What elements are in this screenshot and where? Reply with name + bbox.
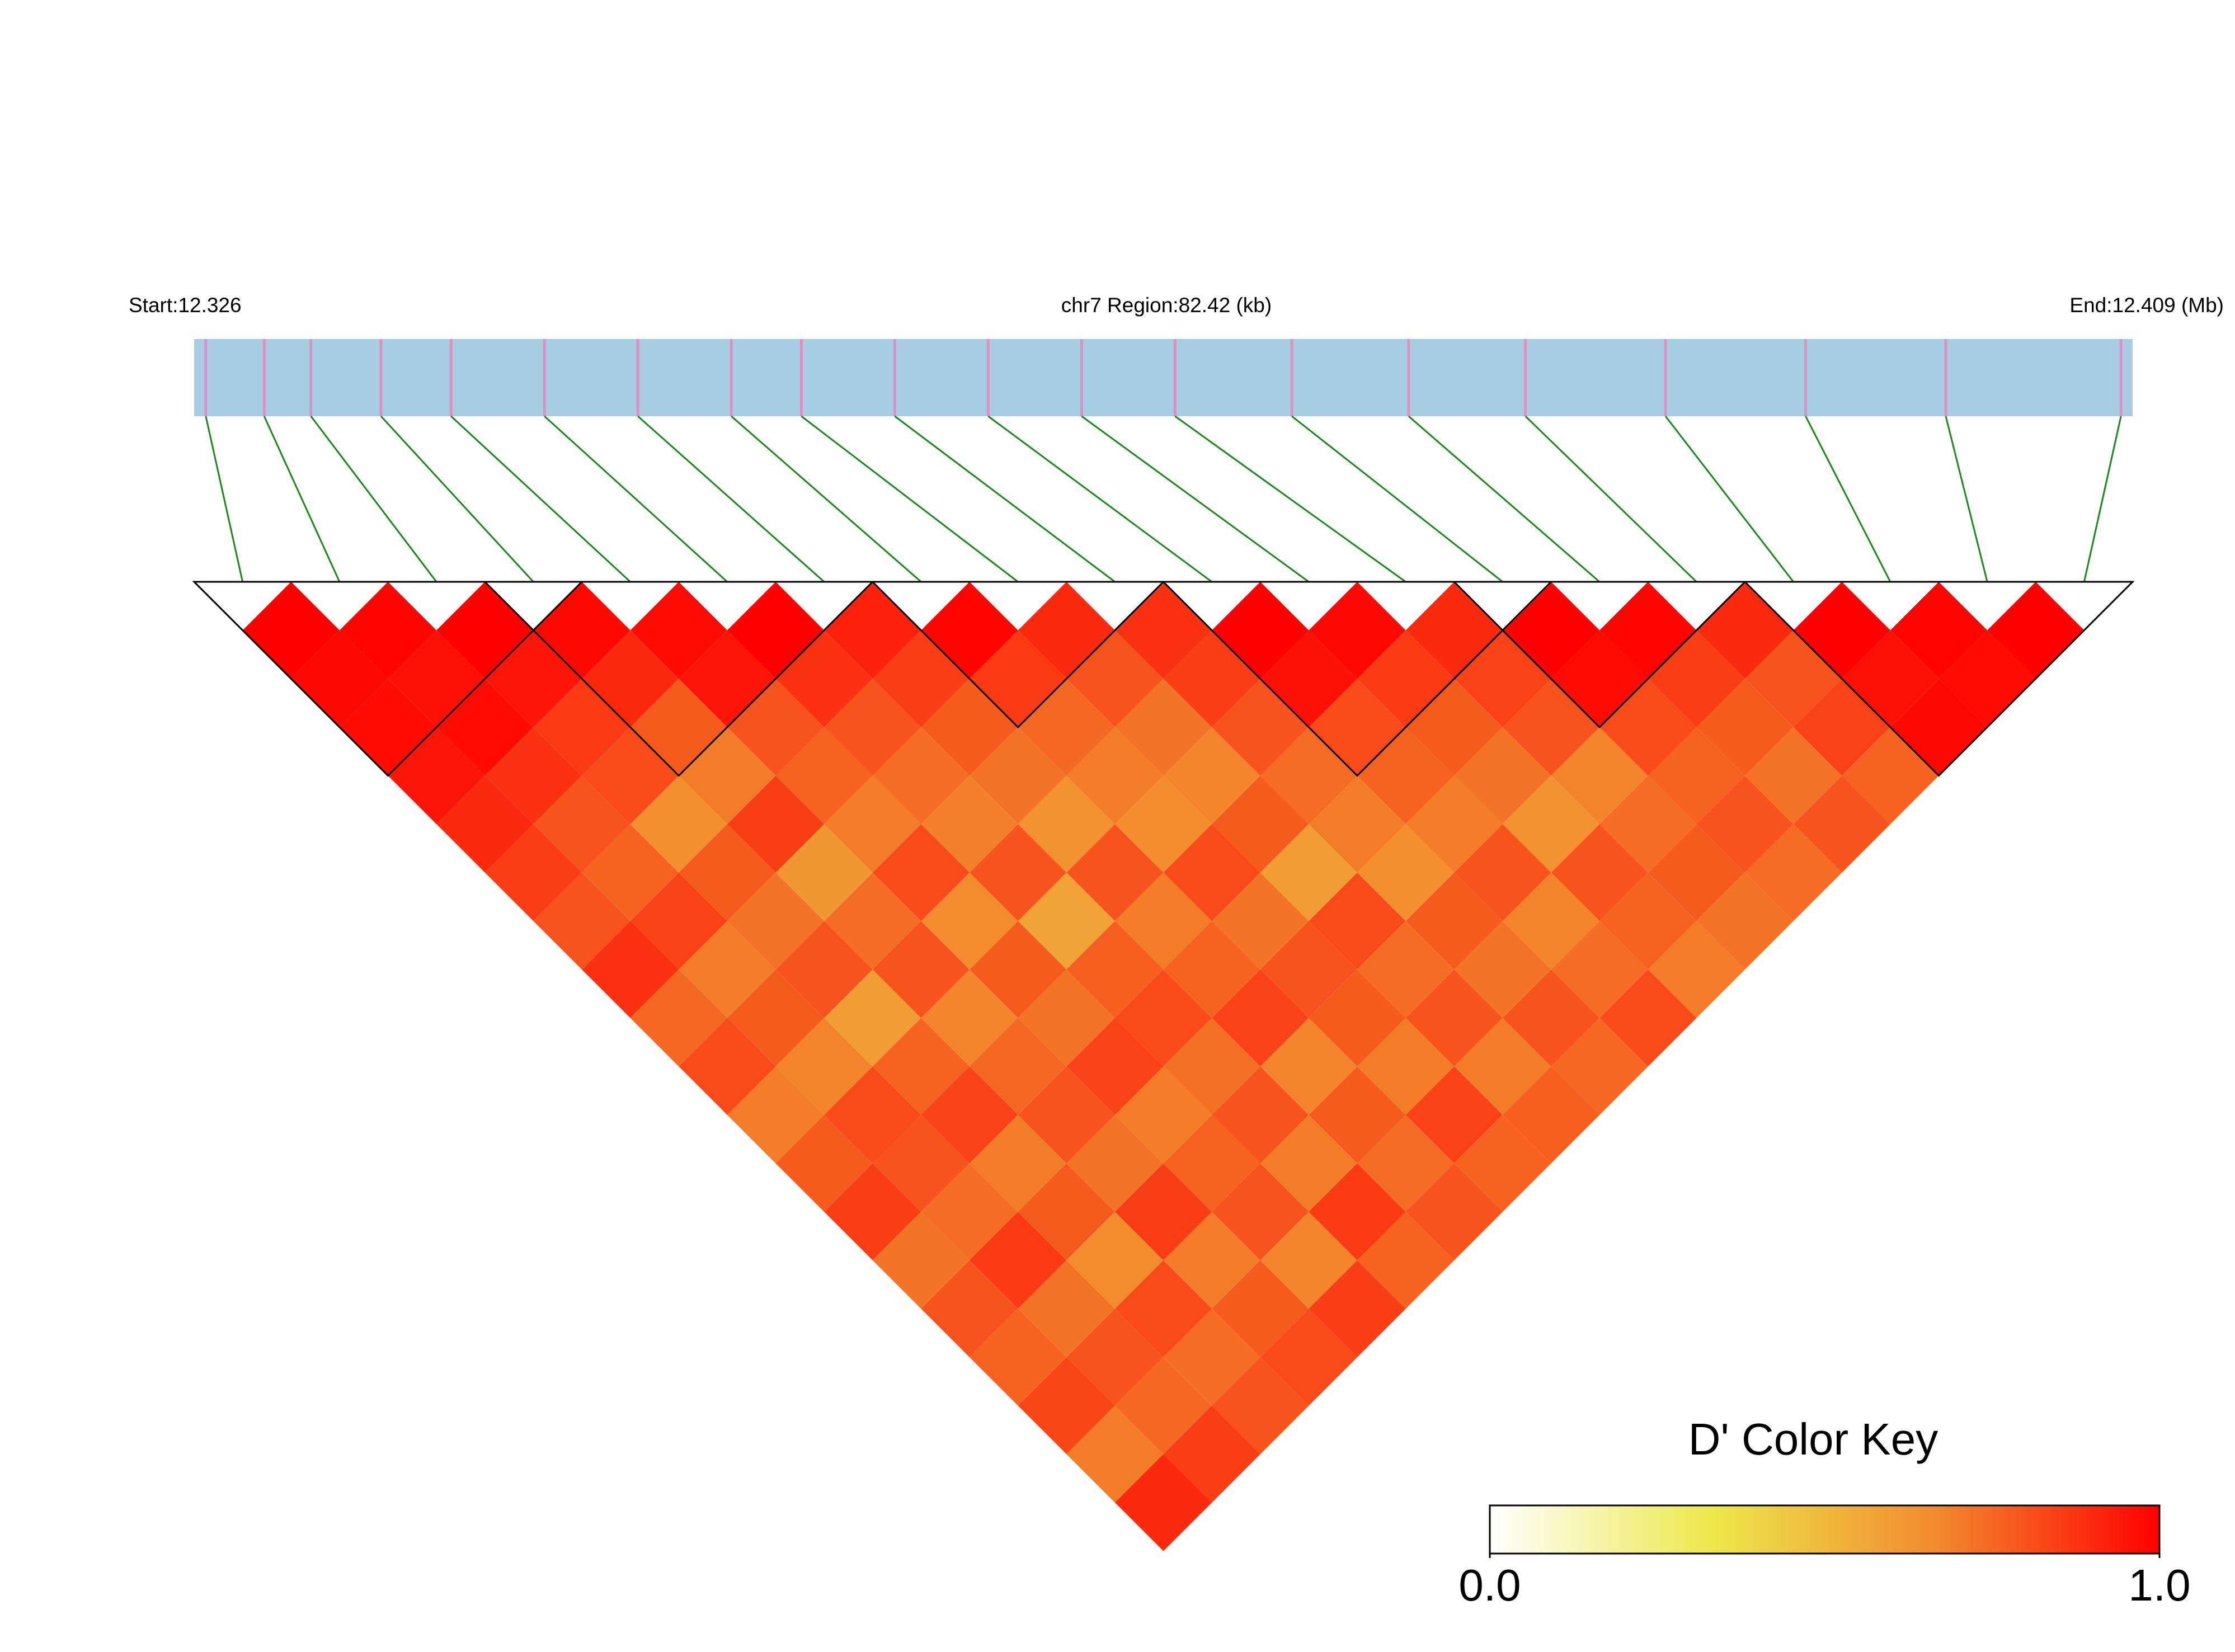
- ld-block: [1743, 581, 2135, 777]
- snp-link: [1524, 415, 1697, 583]
- snp-link: [544, 415, 728, 583]
- snp-link: [894, 415, 1116, 583]
- region-label: chr7 Region:82.42 (kb): [1061, 294, 1272, 317]
- ld-block: [871, 581, 1166, 728]
- snp-link: [263, 416, 341, 582]
- snp-link: [1408, 415, 1601, 583]
- snp-link: [1805, 416, 1891, 582]
- snp-link: [380, 415, 534, 583]
- snp-bar: [194, 339, 2133, 416]
- snp-link: [637, 415, 825, 583]
- snp-link: [2083, 416, 2122, 582]
- start-label: Start:12.326: [129, 294, 242, 317]
- snp-link: [1664, 416, 1794, 582]
- snp-link: [1174, 415, 1406, 583]
- ld-block: [192, 581, 584, 777]
- snp-link: [1291, 415, 1503, 583]
- snp-link: [1081, 415, 1310, 583]
- color-key: [1489, 1504, 2161, 1555]
- snp-link: [205, 416, 244, 582]
- snp-link: [1945, 416, 1988, 582]
- color-key-label: 0.0: [1458, 1560, 1521, 1610]
- ld-block: [1452, 581, 1747, 728]
- ld-block: [1161, 581, 1554, 777]
- end-label: End:12.409 (Mb): [2069, 294, 2224, 317]
- color-key-label: 1.0: [2128, 1560, 2190, 1610]
- legend-title: D' Color Key: [1688, 1414, 1938, 1464]
- snp-link: [450, 415, 631, 583]
- snp-link: [987, 415, 1213, 583]
- snp-link: [731, 415, 922, 583]
- snp-link: [801, 415, 1019, 583]
- snp-link: [310, 416, 437, 582]
- ld-block: [483, 581, 875, 777]
